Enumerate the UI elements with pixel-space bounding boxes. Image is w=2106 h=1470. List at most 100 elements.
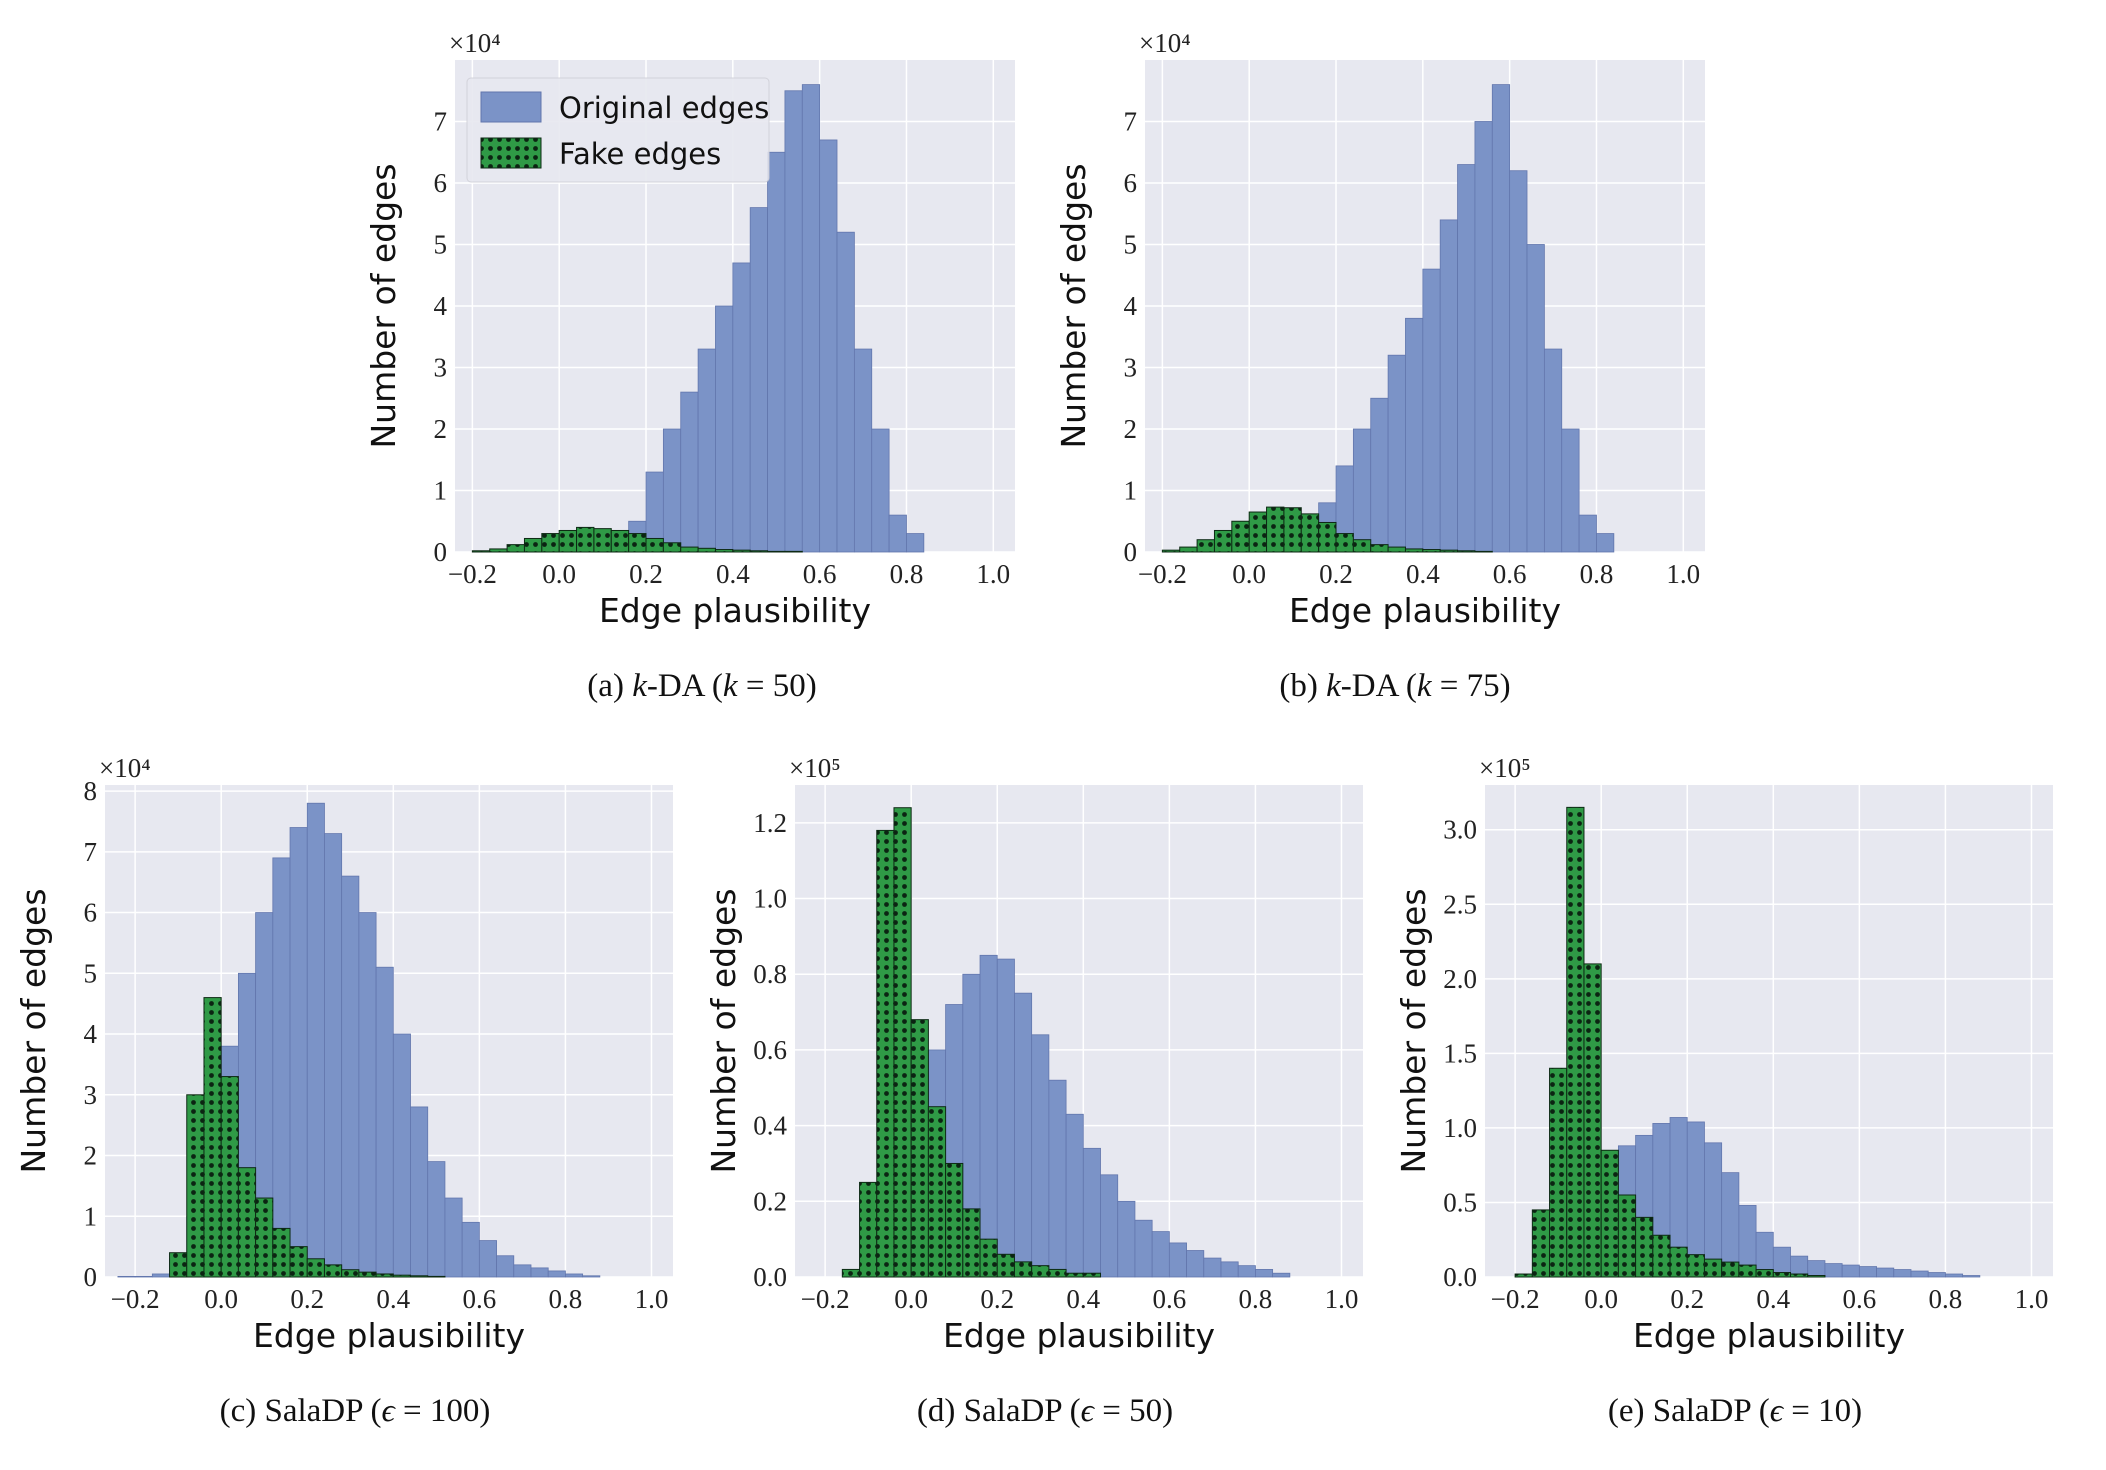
y-tick-label: 6 — [434, 168, 448, 198]
bar-fake — [1474, 550, 1493, 553]
bar-original — [906, 533, 925, 553]
axis-multiplier: ×10⁴ — [449, 28, 501, 58]
legend-box — [466, 77, 770, 183]
bar-fake — [1703, 1258, 1723, 1278]
x-tick-label: −0.2 — [801, 1284, 850, 1314]
bar-fake — [1082, 1272, 1102, 1278]
caption-prefix: (c) SalaDP ( — [219, 1393, 382, 1429]
bar-fake — [1686, 1254, 1705, 1278]
bar-fake — [1738, 1264, 1757, 1278]
y-tick-label: 4 — [434, 291, 448, 321]
y-tick-label: 4 — [1124, 291, 1138, 321]
x-tick-label: 0.8 — [1239, 1284, 1273, 1314]
y-tick-label: 0.5 — [1443, 1187, 1477, 1217]
bar-fake — [1531, 1209, 1551, 1278]
y-tick-label: 6 — [1124, 168, 1138, 198]
x-tick-label: 0.8 — [890, 559, 924, 589]
x-tick-label: 0.6 — [803, 559, 837, 589]
y-tick-label: 1.2 — [753, 808, 787, 838]
bar-fake — [1566, 806, 1585, 1278]
bar-fake — [1790, 1273, 1809, 1278]
bar-original — [1893, 1269, 1912, 1278]
caption-d: (d) SalaDP (ϵ = 50) — [917, 1393, 1173, 1430]
bar-original — [1962, 1275, 1981, 1278]
x-tick-label: 0.2 — [980, 1284, 1014, 1314]
caption-var: k — [722, 668, 738, 704]
x-tick-label: 1.0 — [635, 1284, 669, 1314]
x-tick-label: 0.0 — [204, 1284, 238, 1314]
axis-multiplier: ×10⁵ — [1479, 753, 1531, 783]
y-tick-label: 7 — [1124, 107, 1138, 137]
x-tick-label: 0.8 — [1929, 1284, 1963, 1314]
caption-middle: -DA ( — [646, 668, 723, 704]
bar-original — [1824, 1263, 1843, 1278]
x-tick-label: 0.4 — [716, 559, 750, 589]
bar-original — [1876, 1267, 1895, 1278]
x-tick-label: 0.2 — [629, 559, 663, 589]
bar-fake — [1721, 1261, 1740, 1278]
y-tick-label: 1.0 — [753, 884, 787, 914]
x-axis-label: Edge plausibility — [599, 591, 871, 630]
x-tick-label: 0.4 — [1406, 559, 1440, 589]
x-tick-label: 1.0 — [2015, 1284, 2049, 1314]
y-tick-label: 0.4 — [753, 1111, 787, 1141]
bar-original — [871, 428, 890, 553]
bar-original — [1927, 1272, 1946, 1278]
y-axis-label: Number of edges — [364, 163, 403, 448]
caption-var: k — [1416, 668, 1432, 704]
x-tick-label: 1.0 — [1666, 559, 1700, 589]
x-tick-label: 0.0 — [1232, 559, 1266, 589]
axis-multiplier: ×10⁵ — [789, 753, 841, 783]
bar-fake — [1514, 1273, 1533, 1278]
x-tick-label: 0.6 — [1842, 1284, 1876, 1314]
bar-original — [1945, 1273, 1964, 1278]
y-tick-label: 0.6 — [753, 1035, 787, 1065]
y-axis-label: Number of edges — [1394, 888, 1433, 1173]
x-tick-label: −0.2 — [448, 559, 497, 589]
bar-fake — [1755, 1269, 1774, 1278]
x-tick-label: 1.0 — [1325, 1284, 1359, 1314]
y-tick-label: 0 — [84, 1262, 98, 1292]
y-tick-label: 2 — [434, 414, 448, 444]
y-tick-label: 8 — [84, 776, 98, 806]
y-tick-label: 2 — [84, 1141, 98, 1171]
bar-original — [1561, 428, 1580, 553]
y-tick-label: 7 — [84, 837, 98, 867]
y-tick-label: 5 — [1124, 230, 1138, 260]
bar-fake — [1635, 1216, 1654, 1278]
caption-var: ϵ — [1769, 1393, 1784, 1429]
bar-fake — [1583, 963, 1602, 1278]
caption-suffix: = 50) — [1093, 1393, 1174, 1429]
y-tick-label: 3 — [434, 353, 448, 383]
bar-original — [1272, 1272, 1291, 1278]
caption-var: ϵ — [381, 1393, 395, 1429]
y-tick-label: 3 — [84, 1080, 98, 1110]
legend-swatch-original — [480, 91, 542, 123]
x-axis-label: Edge plausibility — [1289, 591, 1561, 630]
axis-multiplier: ×10⁴ — [1139, 28, 1191, 58]
bar-original — [1686, 1121, 1705, 1278]
bar-original — [1841, 1264, 1860, 1278]
y-tick-label: 6 — [84, 898, 98, 928]
x-tick-label: 1.0 — [976, 559, 1010, 589]
x-tick-label: 0.8 — [1580, 559, 1614, 589]
y-tick-label: 2.0 — [1443, 964, 1477, 994]
bar-original — [1858, 1266, 1877, 1278]
y-tick-label: 5 — [434, 230, 448, 260]
x-tick-label: 0.0 — [894, 1284, 928, 1314]
y-tick-label: 0.2 — [753, 1186, 787, 1216]
x-tick-label: −0.2 — [1491, 1284, 1540, 1314]
legend-label-fake: Fake edges — [559, 137, 721, 171]
x-tick-label: 0.6 — [1152, 1284, 1186, 1314]
caption-c: (c) SalaDP (ϵ = 100) — [220, 1393, 491, 1430]
caption-suffix: = 10) — [1783, 1393, 1863, 1429]
bar-fake — [1617, 1194, 1637, 1278]
caption-prefix: (d) SalaDP ( — [916, 1393, 1081, 1429]
x-axis-label: Edge plausibility — [253, 1316, 525, 1355]
y-tick-label: 5 — [84, 958, 98, 988]
x-tick-label: 0.4 — [1066, 1284, 1100, 1314]
